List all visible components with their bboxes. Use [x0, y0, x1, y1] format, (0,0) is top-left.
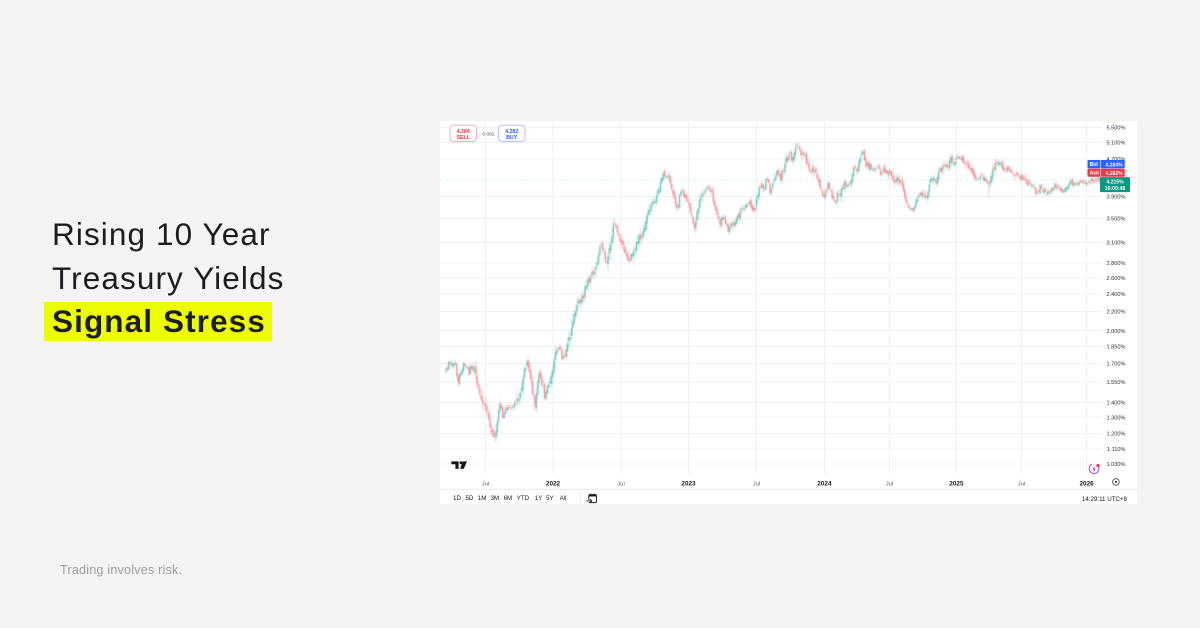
svg-text:Ask: Ask — [1090, 171, 1100, 177]
svg-text:2024: 2024 — [817, 480, 832, 487]
svg-text:1.400%: 1.400% — [1107, 400, 1126, 406]
svg-text:3.900%: 3.900% — [1107, 195, 1126, 201]
svg-text:2022: 2022 — [546, 480, 561, 487]
svg-text:2026: 2026 — [1079, 480, 1094, 487]
svg-text:SELL: SELL — [456, 135, 470, 141]
svg-text:1.550%: 1.550% — [1107, 380, 1126, 386]
svg-text:1D: 1D — [453, 495, 461, 502]
svg-text:4.284: 4.284 — [457, 129, 470, 135]
svg-text:1M: 1M — [478, 495, 487, 502]
svg-text:Jul: Jul — [482, 481, 490, 487]
svg-text:1.110%: 1.110% — [1107, 447, 1126, 453]
svg-text:Jul: Jul — [886, 481, 894, 487]
svg-text:Jul: Jul — [753, 481, 761, 487]
svg-text:2.600%: 2.600% — [1107, 276, 1126, 282]
svg-text:Jul: Jul — [617, 481, 625, 487]
svg-text:1Y: 1Y — [535, 495, 543, 502]
svg-text:3.500%: 3.500% — [1107, 216, 1126, 222]
svg-text:BUY: BUY — [506, 135, 518, 141]
svg-text:3M: 3M — [490, 495, 499, 502]
svg-text:4.282: 4.282 — [505, 129, 518, 135]
svg-text:3.100%: 3.100% — [1107, 241, 1126, 247]
svg-text:1.200%: 1.200% — [1107, 431, 1126, 437]
svg-text:2.400%: 2.400% — [1107, 292, 1126, 298]
svg-text:16:00:48: 16:00:48 — [1105, 186, 1126, 192]
svg-text:5D: 5D — [465, 495, 473, 502]
svg-text:1.300%: 1.300% — [1107, 415, 1126, 421]
svg-text:-0.002: -0.002 — [481, 131, 495, 137]
svg-text:YTD: YTD — [517, 495, 530, 502]
svg-text:5.500%: 5.500% — [1107, 126, 1126, 132]
svg-text:2025: 2025 — [949, 480, 964, 487]
svg-text:4.284%: 4.284% — [1105, 162, 1123, 168]
svg-text:6M: 6M — [504, 495, 513, 502]
svg-text:2023: 2023 — [681, 480, 696, 487]
svg-text:5.100%: 5.100% — [1107, 141, 1126, 147]
svg-text:2.200%: 2.200% — [1107, 310, 1126, 316]
svg-text:14:29:11 UTC+8: 14:29:11 UTC+8 — [1082, 496, 1128, 503]
svg-text:4.282%: 4.282% — [1105, 171, 1123, 177]
svg-text:All: All — [560, 495, 567, 502]
svg-text:5Y: 5Y — [546, 495, 554, 502]
svg-text:Bid: Bid — [1090, 162, 1098, 168]
svg-text:2.000%: 2.000% — [1107, 329, 1126, 335]
svg-text:2.800%: 2.800% — [1107, 261, 1126, 267]
svg-text:1.700%: 1.700% — [1107, 361, 1126, 367]
svg-text:1.850%: 1.850% — [1107, 344, 1126, 350]
svg-text:1.030%: 1.030% — [1107, 462, 1126, 468]
svg-text:4.215%: 4.215% — [1106, 180, 1124, 186]
svg-text:Jul: Jul — [1018, 481, 1026, 487]
